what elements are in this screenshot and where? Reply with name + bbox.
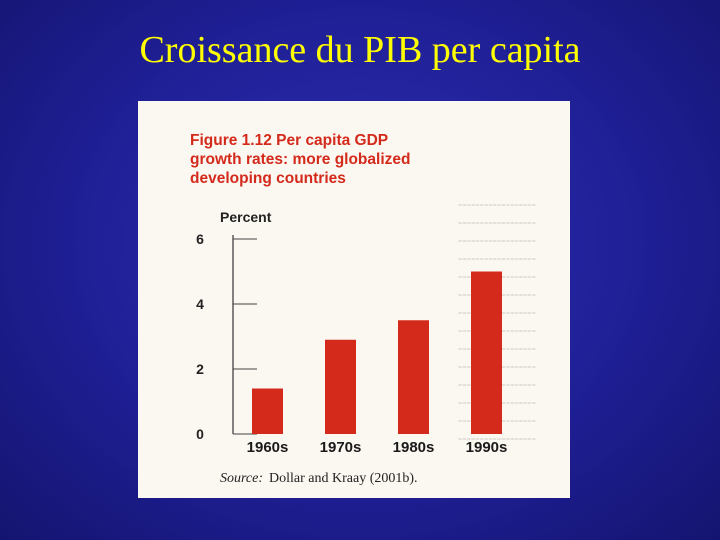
scanned-figure: ------------------ ------------------ ----…: [138, 101, 570, 498]
figure-source: Source: Dollar and Kraay (2001b).: [220, 471, 418, 487]
bar-chart: Percent 0 2 4 6 1960s 1970s 1980s 1990s: [196, 209, 508, 456]
slide-title: Croissance du PIB per capita: [139, 29, 581, 71]
y-tick-label: 4: [196, 296, 204, 312]
bar: [325, 339, 356, 434]
bar: [398, 320, 429, 434]
y-tick-label: 0: [196, 426, 204, 442]
x-tick-label: 1970s: [320, 439, 362, 456]
figure-title-line: developing countries: [190, 170, 346, 187]
bar: [471, 271, 502, 434]
figure-title-line: Figure 1.12 Per capita GDP: [190, 132, 389, 149]
figure-title-line: growth rates: more globalized: [190, 151, 411, 168]
y-tick-label: 6: [196, 231, 204, 247]
bar: [252, 388, 283, 434]
source-text: Dollar and Kraay (2001b).: [269, 471, 418, 486]
y-tick-label: 2: [196, 361, 204, 377]
x-tick-label: 1990s: [466, 439, 508, 456]
y-axis-label: Percent: [220, 209, 272, 225]
x-tick-label: 1960s: [247, 439, 289, 456]
x-tick-label: 1980s: [393, 439, 435, 456]
source-label: Source:: [220, 471, 264, 486]
figure-title: Figure 1.12 Per capita GDP growth rates:…: [190, 131, 410, 188]
